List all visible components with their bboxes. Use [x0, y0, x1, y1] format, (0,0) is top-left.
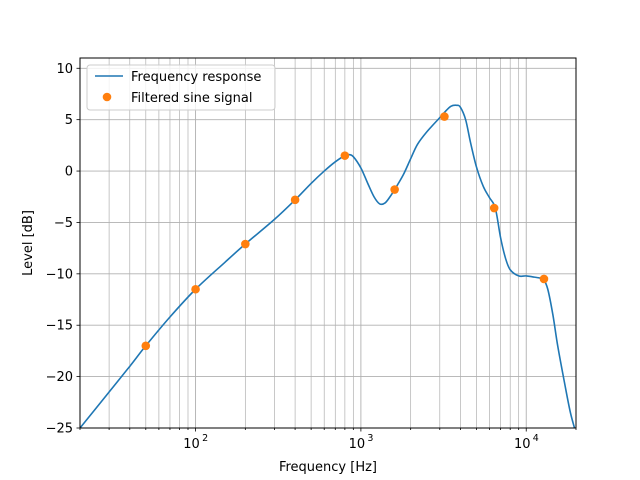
marker-point-filtered-sine	[390, 185, 399, 194]
y-tick-label: 5	[65, 113, 73, 128]
y-axis-label: Level [dB]	[21, 210, 36, 276]
x-axis-label: Frequency [Hz]	[279, 460, 377, 475]
marker-point-filtered-sine	[290, 195, 300, 205]
y-tick-label: −5	[54, 216, 73, 231]
series-layer	[80, 104, 576, 428]
y-tick-label: 0	[65, 165, 73, 180]
marker-point-filtered-sine	[489, 203, 499, 213]
x-tick-label-exponent: 3	[367, 433, 373, 444]
legend-box	[86, 64, 276, 111]
y-tick-label: −15	[46, 319, 73, 334]
legend-label-filtered-sine: Filtered sine signal	[131, 91, 253, 106]
y-tick-label: −10	[46, 267, 73, 282]
markers-layer	[141, 112, 549, 351]
x-tick-label: 10	[349, 437, 366, 452]
marker-point-filtered-sine	[191, 284, 200, 294]
grid	[79, 58, 577, 429]
plot-frame	[79, 57, 577, 429]
legend-marker-swatch	[102, 92, 112, 102]
y-tick-label: 10	[56, 62, 73, 77]
marker-point-filtered-sine	[539, 274, 549, 284]
marker-point-filtered-sine	[241, 239, 250, 249]
legend-label-frequency-response: Frequency response	[131, 70, 261, 85]
axis-ticks	[76, 67, 577, 432]
x-tick-label-exponent: 2	[202, 433, 208, 444]
legend: Frequency response Filtered sine signal	[86, 64, 276, 111]
series-line-frequency-response	[80, 104, 576, 428]
x-tick-label: 10	[183, 437, 200, 452]
marker-point-filtered-sine	[141, 341, 151, 351]
marker-point-filtered-sine	[440, 112, 449, 121]
y-tick-label: −20	[46, 370, 73, 385]
marker-point-filtered-sine	[340, 151, 350, 160]
x-tick-label: 10	[514, 437, 531, 452]
y-tick-label: −25	[46, 422, 73, 437]
x-tick-label-exponent: 4	[533, 433, 539, 444]
